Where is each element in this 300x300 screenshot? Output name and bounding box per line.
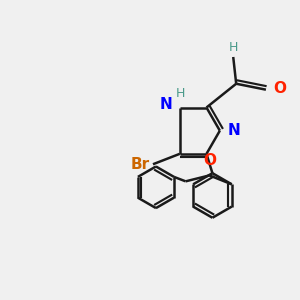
Text: N: N [160,97,172,112]
Text: H: H [229,41,238,54]
Text: O: O [203,153,216,168]
Text: O: O [273,81,286,96]
Text: N: N [227,123,240,138]
Text: Br: Br [131,157,150,172]
Text: H: H [175,87,184,100]
